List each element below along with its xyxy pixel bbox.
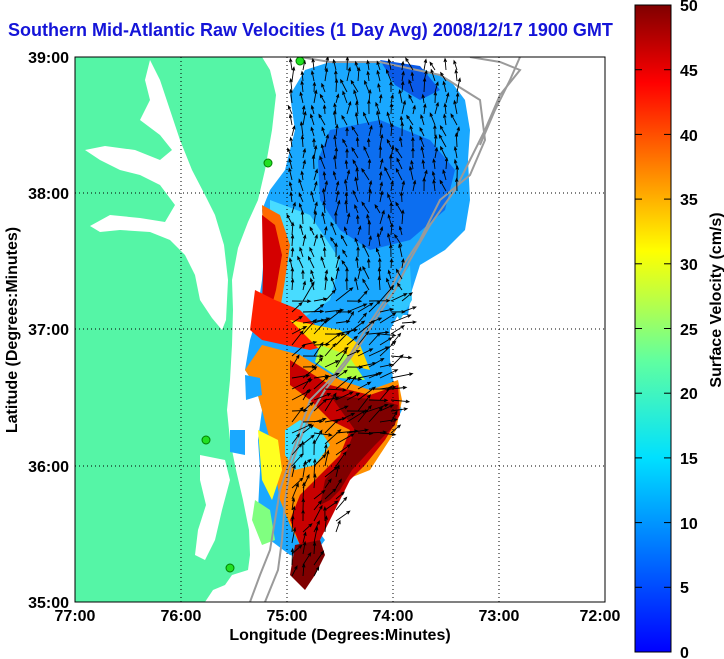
station-marker bbox=[263, 158, 273, 168]
x-tick-label: 74:00 bbox=[373, 608, 414, 625]
velocity-arrows bbox=[286, 57, 462, 577]
colorbar-label: Surface Velocity (cm/s) bbox=[708, 212, 724, 387]
colorbar-tick-label: 45 bbox=[680, 63, 698, 80]
sound-water bbox=[195, 455, 230, 560]
colorbar-tick-label: 0 bbox=[680, 645, 689, 659]
radar-stations bbox=[201, 57, 305, 573]
y-tick-labels: 39:00 38:00 37:00 36:00 35:00 bbox=[28, 50, 69, 612]
x-axis-label: Longitude (Degrees:Minutes) bbox=[229, 627, 450, 644]
y-tick-label: 35:00 bbox=[28, 595, 69, 612]
station-marker bbox=[225, 563, 235, 573]
x-tick-label: 72:00 bbox=[580, 608, 621, 625]
station-marker bbox=[201, 435, 211, 445]
colorbar-tick-label: 20 bbox=[680, 386, 698, 403]
x-tick-labels: 77:00 76:00 75:00 74:00 73:00 72:00 bbox=[55, 608, 621, 625]
colorbar-tick-label: 30 bbox=[680, 257, 698, 274]
y-tick-label: 37:00 bbox=[28, 322, 69, 339]
colorbar-tick-label: 5 bbox=[680, 580, 689, 597]
plot-frame bbox=[74, 56, 606, 603]
colorbar-tick-labels: 50 45 40 35 30 25 20 15 10 5 0 bbox=[680, 0, 698, 659]
colorbar-tick-label: 35 bbox=[680, 192, 698, 209]
colorbar-ticks bbox=[635, 4, 671, 653]
x-tick-label: 76:00 bbox=[161, 608, 202, 625]
grid-lines bbox=[75, 57, 605, 602]
y-axis-label: Latitude (Degrees:Minutes) bbox=[4, 227, 21, 433]
chesapeake-bay bbox=[85, 60, 228, 330]
colorbar-tick-label: 50 bbox=[680, 0, 698, 15]
colorbar-tick-label: 10 bbox=[680, 516, 698, 533]
y-tick-label: 38:00 bbox=[28, 186, 69, 203]
map-title: Southern Mid-Atlantic Raw Velocities (1 … bbox=[8, 20, 613, 40]
x-tick-label: 73:00 bbox=[479, 608, 520, 625]
colorbar-tick-label: 40 bbox=[680, 128, 698, 145]
x-tick-label: 75:00 bbox=[267, 608, 308, 625]
station-marker bbox=[295, 57, 305, 66]
colorbar-tick-label: 25 bbox=[680, 322, 698, 339]
x-tick-label: 77:00 bbox=[55, 608, 96, 625]
y-tick-label: 39:00 bbox=[28, 50, 69, 67]
y-tick-label: 36:00 bbox=[28, 459, 69, 476]
colorbar-tick-label: 15 bbox=[680, 451, 698, 468]
